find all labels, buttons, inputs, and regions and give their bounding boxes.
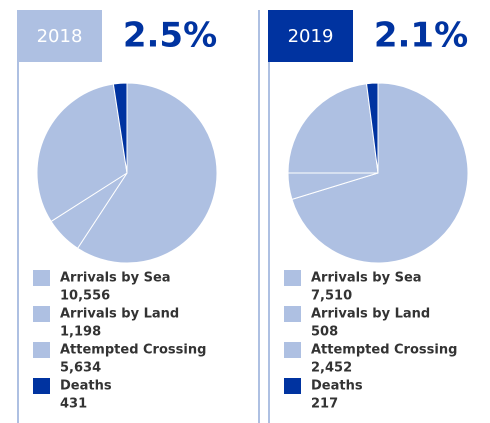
legend-label: Arrivals by Sea: [60, 271, 171, 286]
legend-value: 10,556: [60, 289, 110, 304]
legend-swatch: [284, 342, 301, 358]
year-box: [268, 10, 353, 62]
pie-slice: [291, 82, 469, 264]
legend-value: 7,510: [311, 289, 352, 304]
legend-swatch: [284, 270, 301, 286]
legend-label: Attempted Crossing: [311, 343, 457, 358]
legend-swatch: [284, 378, 301, 394]
panel: 2019 2.1% Arrivals by Sea 7,510 Arrivals by …: [268, 10, 469, 423]
legend-value: 5,634: [60, 361, 101, 376]
year: 2019: [288, 26, 334, 47]
legend-label: Arrivals by Sea: [311, 271, 422, 286]
year: 2018: [37, 26, 83, 47]
legend-label: Deaths: [311, 379, 363, 394]
legend-label: Deaths: [60, 379, 112, 394]
pie-slice: [365, 82, 379, 174]
pie-slice: [287, 83, 379, 174]
legend-swatch: [33, 342, 50, 358]
pie-slice: [76, 82, 218, 264]
legend-value: 217: [311, 397, 338, 412]
legend-swatch: [33, 270, 50, 286]
pie-slice: [36, 83, 128, 223]
pie-slice: [112, 82, 128, 174]
legend-swatch: [33, 306, 50, 322]
headline: 2.5%: [123, 16, 217, 56]
legend-swatch: [284, 306, 301, 322]
legend-label: Arrivals by Land: [311, 307, 430, 322]
legend-label: Attempted Crossing: [60, 343, 206, 358]
headline: 2.1%: [374, 16, 468, 56]
legend-swatch: [33, 378, 50, 394]
year-box: [17, 10, 102, 62]
panel: 2018 2.5% Arrivals by Sea 10,556 Arrivals by…: [17, 10, 260, 423]
legend-label: Arrivals by Land: [60, 307, 179, 322]
legend-value: 508: [311, 325, 338, 340]
legend-value: 2,452: [311, 361, 352, 376]
legend-value: 1,198: [60, 325, 101, 340]
legend-value: 431: [60, 397, 87, 412]
